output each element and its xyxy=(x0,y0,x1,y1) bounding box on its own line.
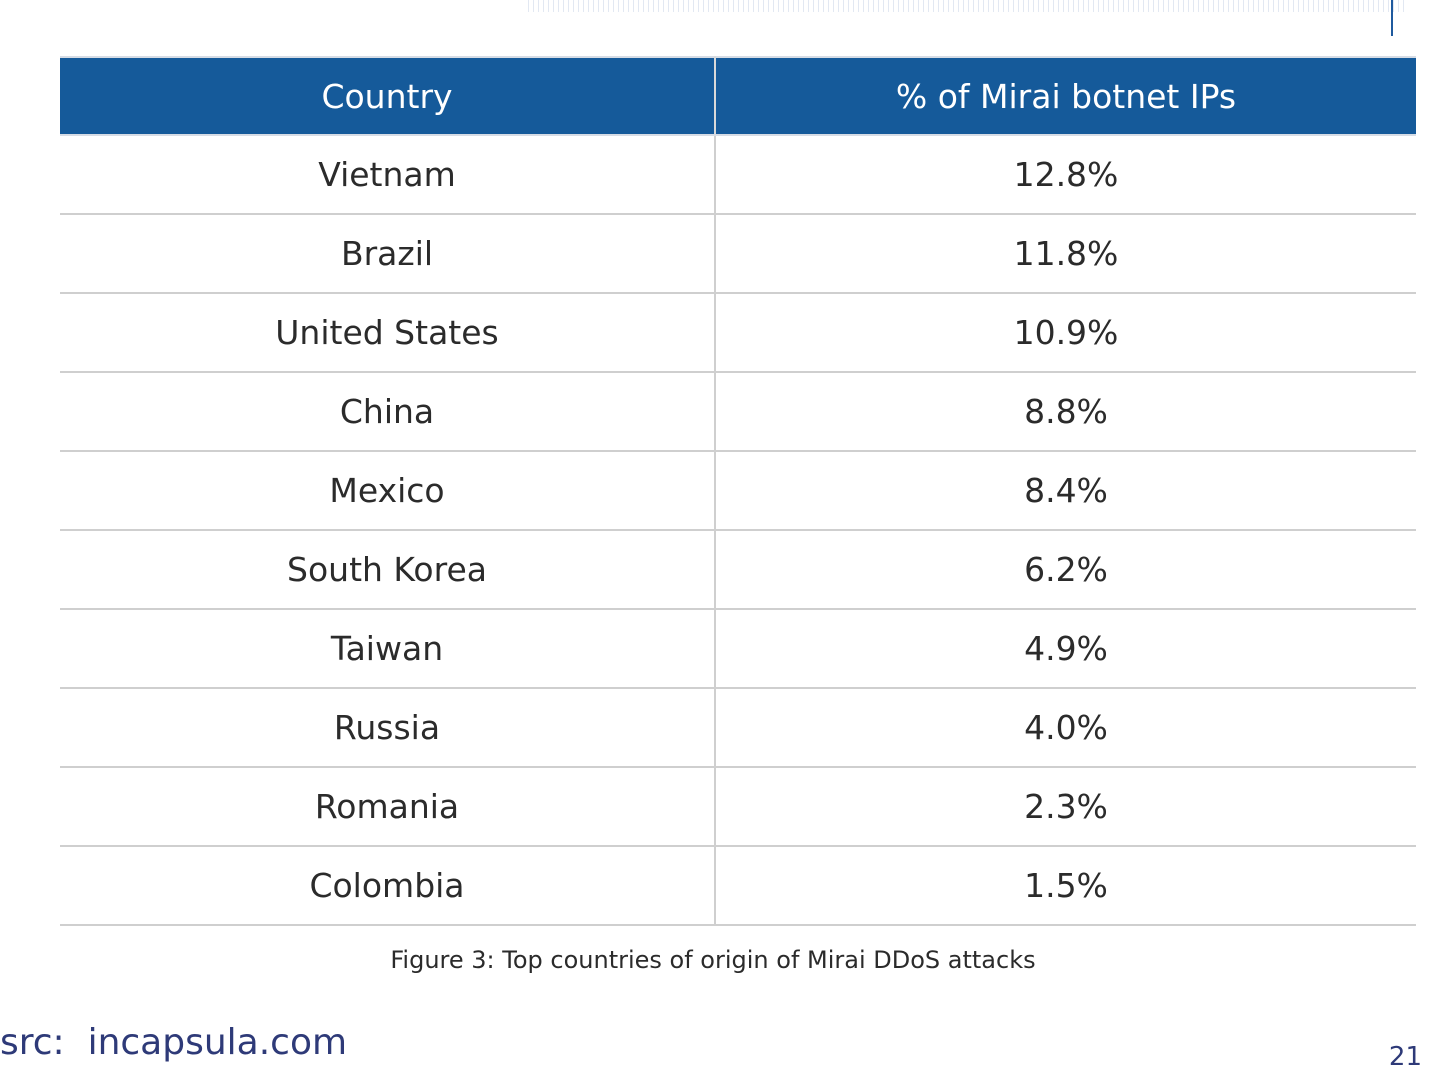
table-row: Romania 2.3% xyxy=(60,767,1416,847)
country-cell: Mexico xyxy=(60,451,716,531)
table-row: United States 10.9% xyxy=(60,293,1416,373)
header-country: Country xyxy=(60,56,716,136)
table-row: Russia 4.0% xyxy=(60,688,1416,768)
percent-cell: 11.8% xyxy=(715,214,1416,294)
country-cell: China xyxy=(60,372,716,452)
table-row: China 8.8% xyxy=(60,372,1416,452)
table-header-row: Country % of Mirai botnet IPs xyxy=(60,56,1416,136)
country-cell: United States xyxy=(60,293,716,373)
header-percent: % of Mirai botnet IPs xyxy=(715,56,1416,136)
table-row: Mexico 8.4% xyxy=(60,451,1416,531)
country-cell: Vietnam xyxy=(60,135,716,215)
percent-cell: 6.2% xyxy=(715,530,1416,610)
top-decorative-pattern xyxy=(528,0,1408,12)
percent-cell: 4.0% xyxy=(715,688,1416,768)
percent-cell: 8.8% xyxy=(715,372,1416,452)
percent-cell: 1.5% xyxy=(715,846,1416,926)
table-row: Vietnam 12.8% xyxy=(60,135,1416,215)
mirai-botnet-table: Country % of Mirai botnet IPs Vietnam 12… xyxy=(60,56,1416,926)
country-cell: Romania xyxy=(60,767,716,847)
country-cell: South Korea xyxy=(60,530,716,610)
top-accent-line xyxy=(1391,0,1393,36)
percent-cell: 8.4% xyxy=(715,451,1416,531)
percent-cell: 10.9% xyxy=(715,293,1416,373)
percent-cell: 4.9% xyxy=(715,609,1416,689)
percent-cell: 2.3% xyxy=(715,767,1416,847)
percent-cell: 12.8% xyxy=(715,135,1416,215)
table-row: South Korea 6.2% xyxy=(60,530,1416,610)
page-number: 21 xyxy=(1388,1042,1422,1072)
table-row: Taiwan 4.9% xyxy=(60,609,1416,689)
country-cell: Russia xyxy=(60,688,716,768)
table-row: Brazil 11.8% xyxy=(60,214,1416,294)
country-cell: Brazil xyxy=(60,214,716,294)
source-attribution: src: incapsula.com xyxy=(0,1022,348,1063)
figure-caption: Figure 3: Top countries of origin of Mir… xyxy=(390,946,1036,974)
country-cell: Colombia xyxy=(60,846,716,926)
table-row: Colombia 1.5% xyxy=(60,846,1416,926)
country-cell: Taiwan xyxy=(60,609,716,689)
